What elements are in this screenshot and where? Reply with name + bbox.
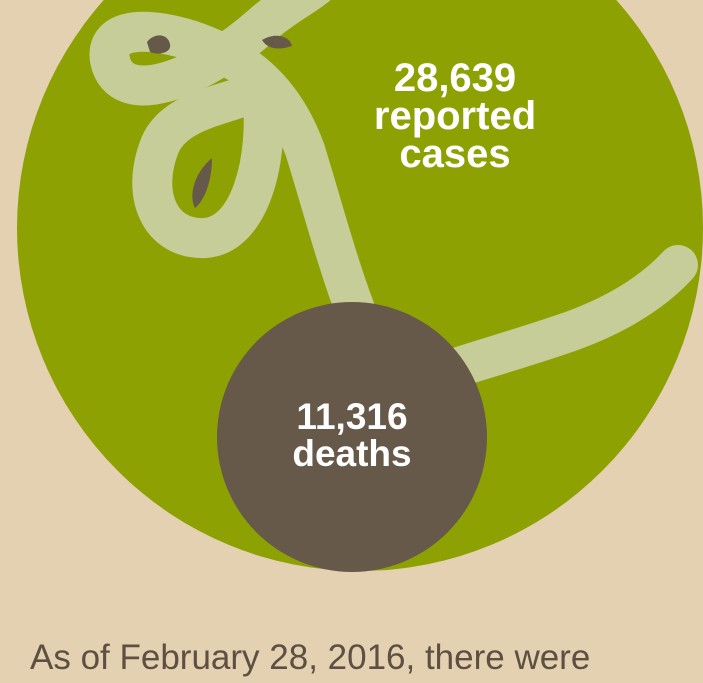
deaths-number: 11,316 (296, 396, 408, 437)
deaths-label-text: deaths (292, 433, 412, 474)
cases-number: 28,639 (393, 56, 517, 100)
caption-text: As of February 28, 2016, there were (30, 638, 591, 677)
strand-loop-hole-icon (192, 158, 212, 208)
cases-label-line1: reported (373, 94, 537, 138)
deaths-circle (217, 302, 487, 572)
strand-loop-hole-icon (262, 35, 292, 49)
cases-label-line2: cases (399, 132, 511, 176)
deaths-label: 11,316 deaths (252, 398, 452, 472)
strand-loop-hole-icon (147, 35, 171, 54)
cases-label: 28,639 reported cases (335, 58, 575, 174)
